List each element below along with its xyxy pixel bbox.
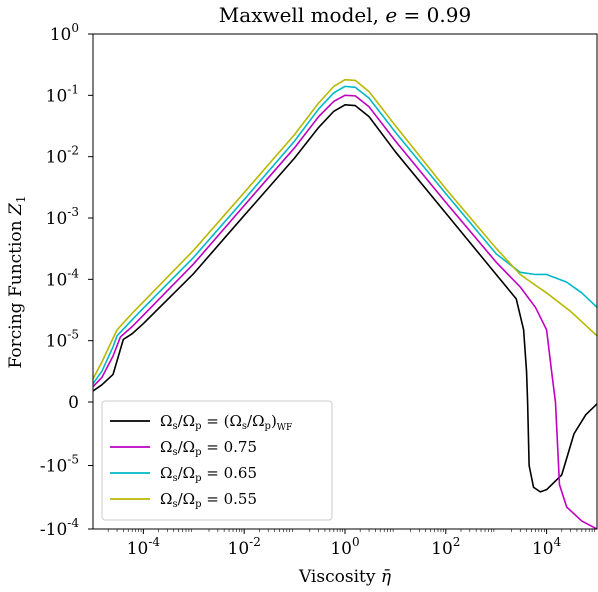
y-tick-label: 10-5 (46, 328, 79, 352)
y-tick-label: 100 (50, 21, 79, 45)
x-axis-ticks: 10-4 10-2 100 102 104 (107, 529, 595, 559)
legend-label: Ωs/Ωp = 0.65 (160, 464, 257, 484)
x-tick-label: 10-4 (127, 535, 161, 559)
series-group (93, 78, 597, 529)
x-tick-label: 104 (532, 535, 562, 559)
y-axis-ticks: 100 10-1 10-2 10-3 10-4 10-5 0 -10-5 -10-4 (40, 21, 93, 540)
series-line-4 (93, 78, 597, 380)
series-line-2 (93, 94, 597, 529)
legend-label: Ωs/Ωp = 0.55 (160, 490, 257, 510)
y-tick-label: 10-2 (46, 144, 79, 168)
y-tick-label: 10-4 (46, 266, 80, 290)
y-tick-label: 10-3 (46, 205, 79, 229)
chart-title: Maxwell model, e = 0.99 (219, 3, 471, 27)
x-tick-label: 10-2 (228, 535, 261, 559)
series-line-1 (93, 104, 597, 493)
legend-label: Ωs/Ωp = (Ωs/Ωp)WF (160, 412, 292, 433)
x-tick-label: 100 (330, 535, 359, 559)
y-axis-label: Forcing Function Z1 (6, 196, 28, 369)
y-tick-label: -10-4 (40, 516, 79, 540)
x-axis-label: Viscosity η̄ (298, 567, 392, 587)
legend-label: Ωs/Ωp = 0.75 (160, 438, 257, 458)
legend-box (101, 400, 333, 521)
x-tick-label: 102 (431, 535, 460, 559)
series-line-3 (93, 85, 597, 385)
y-tick-label: 0 (68, 393, 79, 413)
y-tick-label: -10-5 (40, 453, 79, 477)
legend: Ωs/Ωp = (Ωs/Ωp)WF Ωs/Ωp = 0.75 Ωs/Ωp = 0.6… (101, 400, 333, 521)
y-tick-label: 10-1 (46, 82, 79, 106)
